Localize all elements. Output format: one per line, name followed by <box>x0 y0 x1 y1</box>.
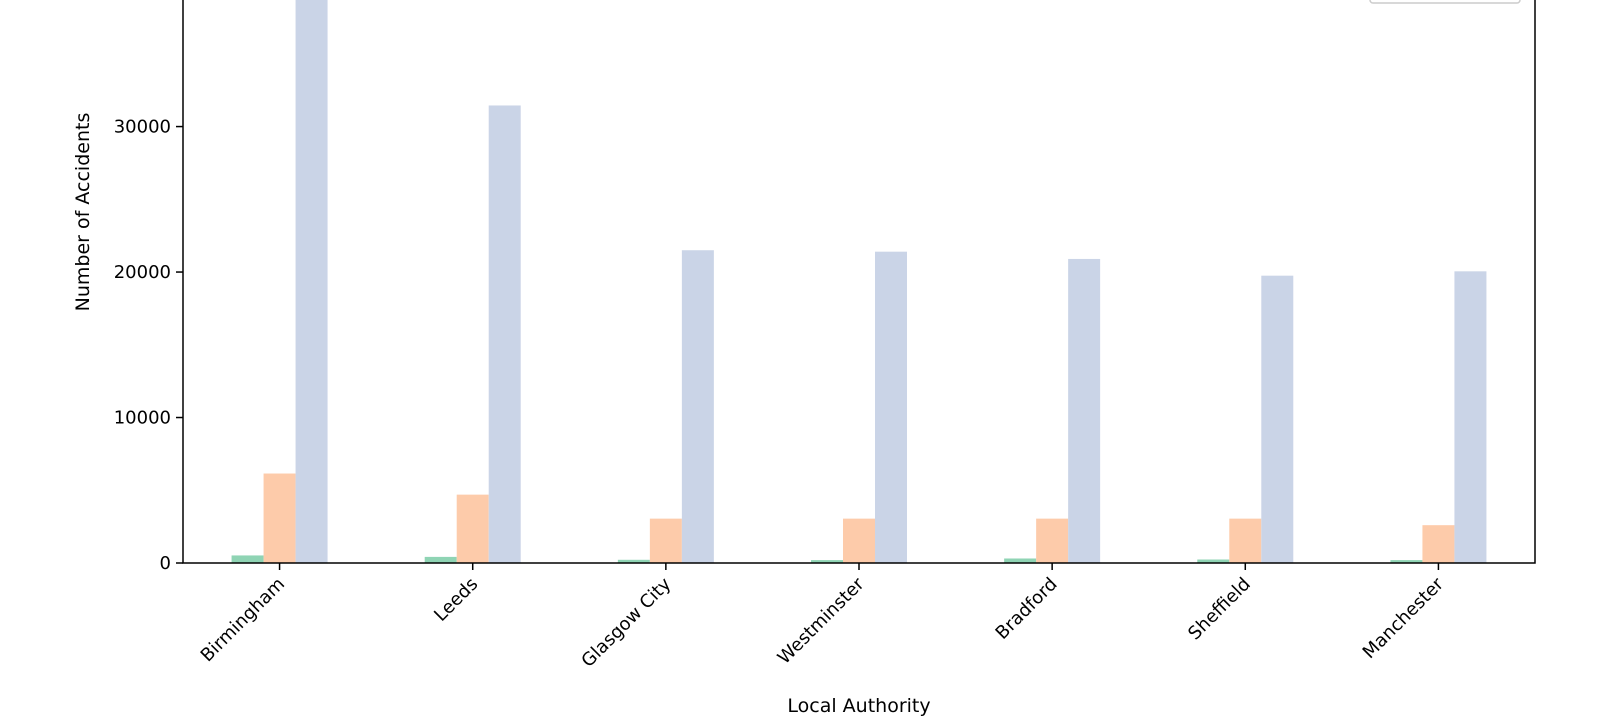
y-tick-label: 30000 <box>114 117 171 138</box>
bars-layer <box>231 0 1487 563</box>
bar-glasgow-city-series-1 <box>617 559 650 563</box>
bar-westminster-series-2 <box>843 518 875 563</box>
bar-sheffield-series-1 <box>1197 559 1230 563</box>
bar-leeds-series-1 <box>424 556 457 563</box>
bar-bradford-series-3 <box>1068 258 1101 563</box>
bar-westminster-series-3 <box>875 251 907 563</box>
bar-westminster-series-1 <box>811 560 843 563</box>
bar-bradford-series-1 <box>1004 558 1037 563</box>
y-axis-title: Number of Accidents <box>72 113 94 312</box>
x-axis-title: Local Authority <box>787 695 930 717</box>
bar-bradford-series-2 <box>1036 518 1069 563</box>
x-axis: Birmingham Leeds Glasgow City Westminster Br… <box>197 563 1449 672</box>
x-tick-label: Westminster <box>774 573 869 668</box>
bar-leeds-series-3 <box>488 105 521 563</box>
bar-birmingham-series-2 <box>263 473 296 563</box>
bar-manchester-series-1 <box>1390 560 1423 563</box>
bar-leeds-series-2 <box>456 494 489 563</box>
legend-frame <box>1369 0 1521 4</box>
x-tick-label: Birmingham <box>197 574 289 666</box>
y-tick-label: 0 <box>160 553 171 574</box>
bar-birmingham-series-3 <box>295 0 328 563</box>
axes-layer <box>182 0 1536 564</box>
x-tick-label: Glasgow City <box>577 573 675 671</box>
x-tick-label: Bradford <box>992 574 1062 644</box>
bar-sheffield-series-2 <box>1229 518 1262 563</box>
y-tick-label: 10000 <box>114 408 171 429</box>
x-tick-label: Sheffield <box>1184 574 1255 645</box>
bar-glasgow-city-series-3 <box>681 250 714 563</box>
bar-manchester-series-3 <box>1454 271 1487 563</box>
bar-manchester-series-2 <box>1422 525 1455 563</box>
y-axis: 0 10000 20000 30000 <box>114 117 183 574</box>
y-tick-label: 20000 <box>114 262 171 283</box>
legend-box <box>1369 0 1521 4</box>
bar-glasgow-city-series-2 <box>649 518 682 563</box>
bar-sheffield-series-3 <box>1261 275 1294 563</box>
x-tick-label: Manchester <box>1359 573 1449 663</box>
plot-frame <box>182 0 1536 564</box>
x-tick-label: Leeds <box>430 574 482 626</box>
bar-birmingham-series-1 <box>231 555 264 563</box>
